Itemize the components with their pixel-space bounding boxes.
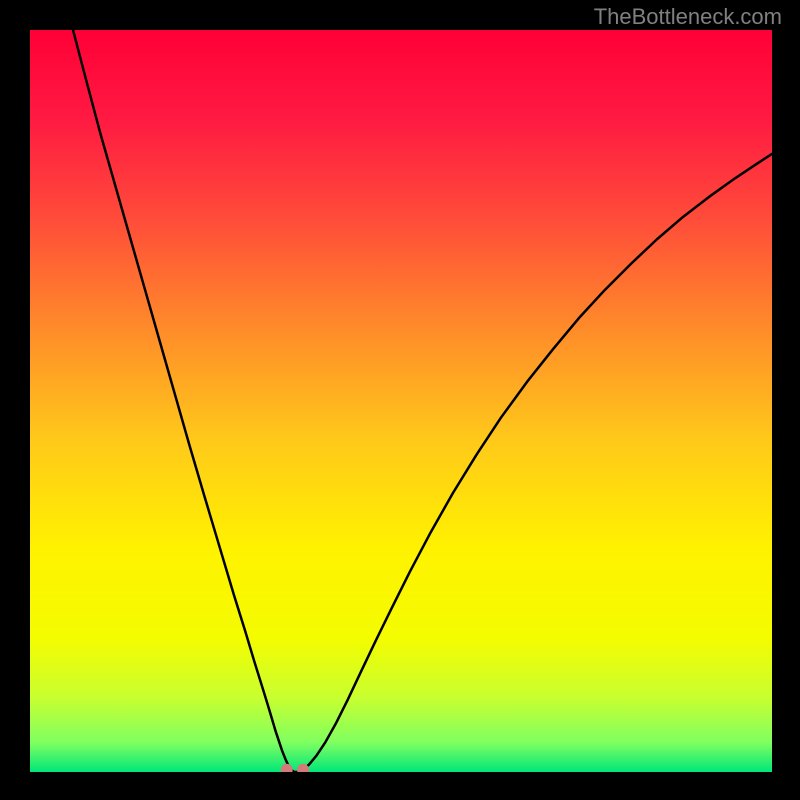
plot-gradient-background	[30, 30, 772, 772]
watermark-text: TheBottleneck.com	[594, 4, 782, 30]
